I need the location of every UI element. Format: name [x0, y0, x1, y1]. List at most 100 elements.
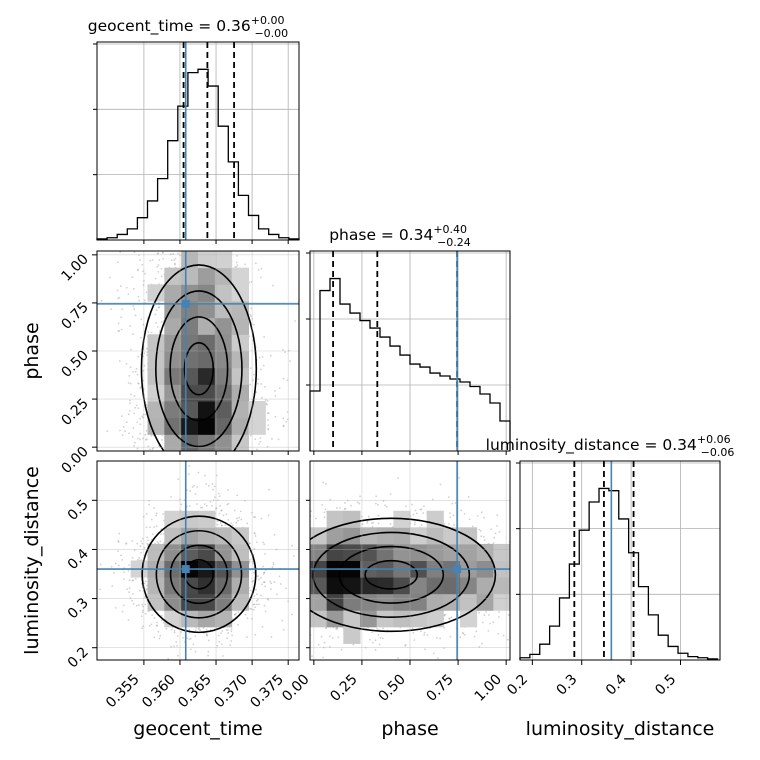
sample-point [220, 632, 222, 635]
sample-point [137, 407, 140, 410]
sample-point [285, 587, 287, 590]
sample-point [140, 318, 143, 321]
sample-point [122, 604, 125, 607]
sample-point [144, 433, 147, 436]
sample-point [135, 404, 138, 407]
sample-point [265, 402, 268, 405]
sample-point [152, 447, 155, 449]
density-cell [181, 351, 199, 369]
sample-point [108, 276, 111, 279]
sample-point [252, 562, 255, 565]
contour-level-2 [155, 290, 243, 448]
sample-point [167, 658, 170, 660]
sample-point [282, 425, 285, 428]
sample-point [252, 516, 255, 518]
sample-point [120, 415, 123, 417]
sample-point [137, 382, 140, 385]
sample-point [234, 266, 237, 268]
injection-marker [181, 299, 190, 308]
sample-point [134, 370, 137, 373]
sample-point [254, 633, 257, 636]
sample-point [269, 354, 272, 357]
sample-point [123, 571, 126, 574]
sample-point [151, 614, 154, 616]
sample-point [263, 604, 266, 607]
sample-point [149, 526, 151, 529]
sample-point [263, 581, 265, 584]
sample-point [215, 474, 218, 477]
density-cell [198, 301, 216, 319]
sample-point [217, 634, 220, 637]
sample-point [151, 533, 154, 536]
sample-point [250, 315, 252, 318]
sample-point [193, 484, 195, 487]
sample-point [128, 564, 131, 566]
sample-point [222, 514, 225, 517]
sample-point [162, 251, 164, 254]
sample-point [207, 639, 210, 642]
sample-point [236, 517, 238, 520]
sample-point [258, 443, 260, 445]
sample-point [136, 542, 139, 545]
sample-point [176, 635, 179, 637]
sample-point [153, 617, 156, 619]
density-cell [164, 351, 182, 369]
sample-point [131, 276, 134, 279]
sample-point [133, 445, 135, 447]
sample-point [203, 503, 206, 506]
sample-point [263, 543, 266, 546]
sample-point [220, 509, 222, 512]
sample-point [207, 484, 210, 487]
density-cell [198, 417, 216, 435]
sample-point [205, 628, 208, 631]
density-cell [231, 401, 249, 419]
sample-point [134, 578, 137, 580]
sample-point [249, 383, 251, 386]
sample-point [116, 261, 119, 264]
sample-point [141, 537, 144, 540]
sample-point [124, 430, 126, 433]
sample-point [131, 435, 134, 438]
sample-point [235, 261, 238, 264]
sample-point [249, 589, 252, 592]
sample-point [229, 644, 232, 647]
density-cell [214, 351, 233, 369]
sample-point [254, 438, 257, 441]
sample-point [134, 406, 137, 409]
sample-point [262, 573, 265, 575]
sample-point [139, 432, 142, 435]
sample-point [141, 415, 144, 418]
sample-point [116, 289, 119, 292]
sample-point [173, 645, 176, 648]
sample-point [144, 612, 147, 615]
hist-panel-phase: phase = 0.34+0.40 −0.24 [306, 223, 511, 452]
sample-point [155, 309, 158, 312]
sample-point [132, 602, 135, 605]
sample-point [255, 599, 258, 602]
sample-point [127, 413, 130, 416]
sample-point [225, 628, 228, 631]
sample-point [145, 404, 148, 406]
sample-point [258, 603, 260, 606]
density-cell [214, 384, 233, 402]
sample-point [186, 637, 189, 640]
sample-point [157, 306, 160, 309]
sample-point [253, 323, 255, 326]
sample-point [262, 541, 264, 544]
sample-point [125, 362, 128, 365]
sample-point [256, 603, 258, 606]
density-cell [214, 251, 233, 269]
sample-point [188, 629, 191, 631]
sample-point [252, 571, 255, 574]
sample-point [140, 540, 143, 543]
sample-point [133, 251, 136, 254]
sample-point [213, 485, 216, 488]
sample-point [278, 575, 281, 578]
sample-point [120, 316, 123, 319]
sample-point [100, 299, 103, 302]
sample-point [259, 436, 262, 439]
density-cell [181, 434, 199, 451]
sample-point [148, 503, 150, 506]
sample-point [173, 631, 176, 634]
sample-point [139, 589, 141, 592]
